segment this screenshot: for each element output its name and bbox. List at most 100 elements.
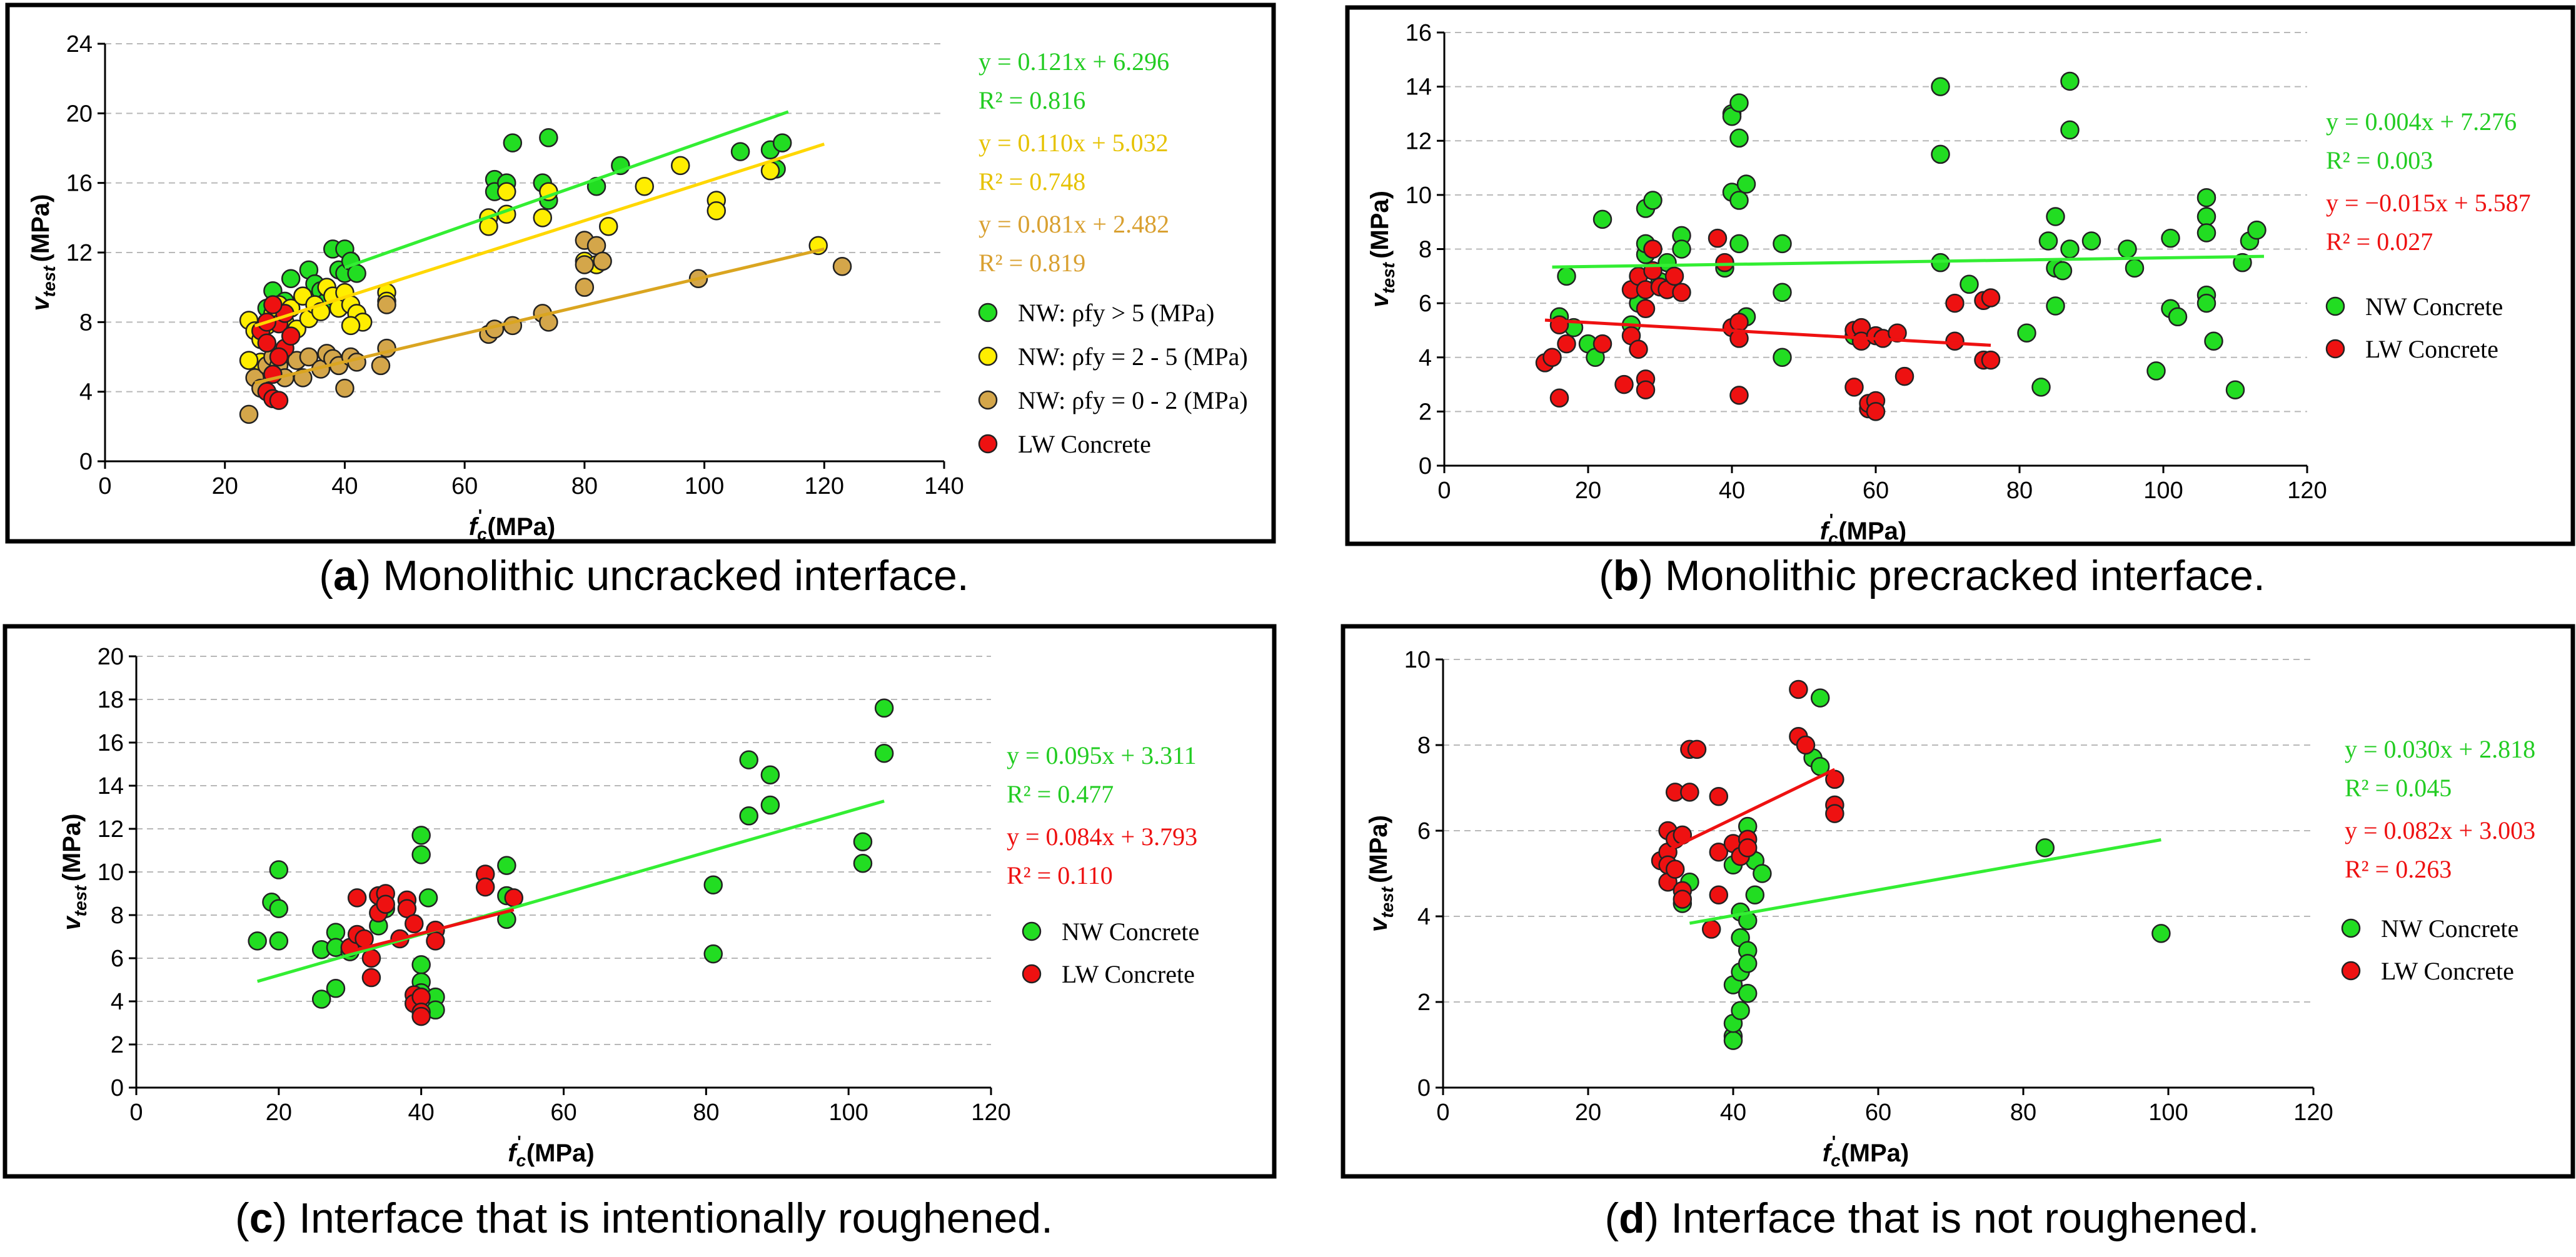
y-tick-label: 12	[1406, 128, 1432, 154]
data-point-b-s1	[1708, 228, 1728, 248]
data-point-c-s1	[361, 948, 381, 968]
x-tick-label: 80	[571, 473, 598, 499]
fit-equation: y = 0.030x + 2.818	[2345, 735, 2535, 763]
y-tick-label: 10	[98, 859, 124, 886]
fit-equation: y = 0.095x + 3.311	[1007, 741, 1197, 769]
x-tick-label: 0	[1437, 478, 1451, 504]
y-tick-label: 4	[1417, 904, 1431, 930]
data-point-b-s0	[2196, 188, 2216, 208]
data-point-b-s0	[1592, 209, 1613, 229]
data-point-c-s0	[269, 860, 289, 879]
trendline-b-s0	[1552, 254, 2265, 269]
data-point-a-s2	[239, 404, 259, 424]
data-point-b-s1	[1664, 266, 1684, 286]
caption-b: (b) Monolithic precracked interface.	[1599, 552, 2265, 599]
data-point-d-s1	[1825, 804, 1844, 823]
data-point-d-s1	[1709, 843, 1729, 862]
trendline-d-s1	[1659, 768, 1836, 856]
fit-equation: y = 0.004x + 7.276	[2326, 108, 2517, 136]
legend-label: NW: ρfy = 0 - 2 (MPa)	[1018, 386, 1248, 414]
legend-marker	[978, 303, 998, 323]
y-tick-label: 8	[79, 309, 93, 336]
data-point-c-s0	[311, 989, 331, 1009]
y-axis-label: vtest(MPa)	[27, 194, 59, 311]
data-point-b-s0	[1931, 144, 1950, 164]
y-tick-label: 10	[1404, 647, 1431, 673]
legend-label: NW Concrete	[2365, 293, 2503, 321]
x-tick-label: 100	[828, 1099, 868, 1126]
data-point-a-s1	[496, 182, 516, 201]
legend-label: NW: ρfy > 5 (MPa)	[1018, 299, 1214, 327]
data-point-a-s2	[593, 251, 612, 271]
legend-label: LW Concrete	[2381, 957, 2514, 985]
data-point-a-s1	[670, 156, 690, 176]
data-point-d-s1	[1709, 786, 1729, 806]
fit-equation: y = 0.110x + 5.032	[979, 129, 1169, 157]
data-point-b-s0	[2060, 120, 2080, 140]
x-tick-label: 20	[266, 1099, 292, 1126]
data-point-b-s0	[1736, 174, 1756, 194]
x-axis-label: fc' (MPa)	[469, 506, 555, 544]
trendline-b-s1	[1544, 318, 1991, 347]
r-squared: R² = 0.110	[1007, 861, 1113, 889]
y-tick-label: 24	[66, 31, 93, 58]
data-point-b-s0	[2125, 258, 2145, 278]
y-tick-label: 16	[98, 730, 124, 756]
data-point-d-s0	[1753, 864, 1772, 883]
data-point-c-s1	[504, 888, 524, 908]
data-point-a-s0	[503, 133, 523, 153]
data-point-b-s1	[1981, 288, 2001, 308]
data-point-c-s1	[411, 1006, 431, 1026]
data-point-d-s0	[2151, 924, 2171, 943]
data-point-c-s1	[361, 968, 381, 988]
y-tick-label: 16	[66, 171, 93, 197]
data-point-b-s0	[2196, 223, 2216, 243]
data-point-d-s0	[1810, 688, 1830, 708]
trendline-a-s1	[254, 143, 825, 328]
x-tick-label: 120	[971, 1099, 1010, 1126]
data-point-b-s0	[2225, 380, 2245, 399]
x-tick-label: 0	[1436, 1099, 1449, 1126]
trendline-c-s1	[350, 908, 515, 953]
r-squared: R² = 0.477	[1007, 780, 1114, 808]
data-point-b-s1	[1672, 283, 1691, 303]
data-point-a-s2	[377, 295, 396, 314]
data-point-d-s0	[1738, 954, 1758, 973]
y-tick-label: 2	[1419, 399, 1432, 425]
data-point-a-s1	[707, 201, 726, 221]
data-point-b-s0	[2053, 261, 2073, 281]
x-tick-label: 80	[2006, 478, 2033, 504]
data-point-b-s1	[1592, 334, 1613, 354]
data-point-b-s1	[1614, 374, 1634, 394]
y-tick-label: 8	[1419, 237, 1432, 263]
y-tick-label: 14	[1406, 74, 1432, 101]
data-point-b-s0	[2118, 239, 2137, 259]
legend-marker	[2325, 296, 2345, 316]
data-point-b-s0	[2204, 331, 2223, 351]
r-squared: R² = 0.045	[2345, 774, 2452, 802]
y-axis-label: vtest(MPa)	[58, 814, 90, 931]
y-tick-label: 0	[79, 449, 93, 475]
x-tick-label: 80	[2010, 1099, 2036, 1126]
data-point-b-s0	[2060, 239, 2080, 259]
data-point-d-s0	[1723, 1031, 1743, 1050]
y-tick-label: 20	[98, 644, 124, 670]
data-point-b-s0	[1643, 191, 1663, 210]
data-point-b-s0	[2161, 228, 2180, 248]
data-point-c-s0	[703, 944, 723, 964]
panel-frame-b	[1345, 5, 2575, 546]
data-point-a-s3	[257, 333, 277, 353]
y-tick-label: 6	[111, 946, 124, 972]
trendline-d-s0	[1689, 838, 2161, 925]
data-point-b-s0	[1773, 283, 1792, 303]
data-point-b-s1	[1643, 239, 1663, 259]
data-point-c-s0	[269, 899, 289, 918]
data-point-c-s1	[397, 899, 417, 918]
data-point-b-s0	[1729, 234, 1749, 254]
x-tick-label: 40	[331, 473, 358, 499]
data-point-a-s3	[269, 391, 289, 410]
fit-equation: y = 0.084x + 3.793	[1007, 823, 1197, 851]
data-point-a-s0	[772, 133, 792, 153]
r-squared: R² = 0.027	[2326, 228, 2433, 256]
data-point-a-s2	[371, 356, 391, 376]
